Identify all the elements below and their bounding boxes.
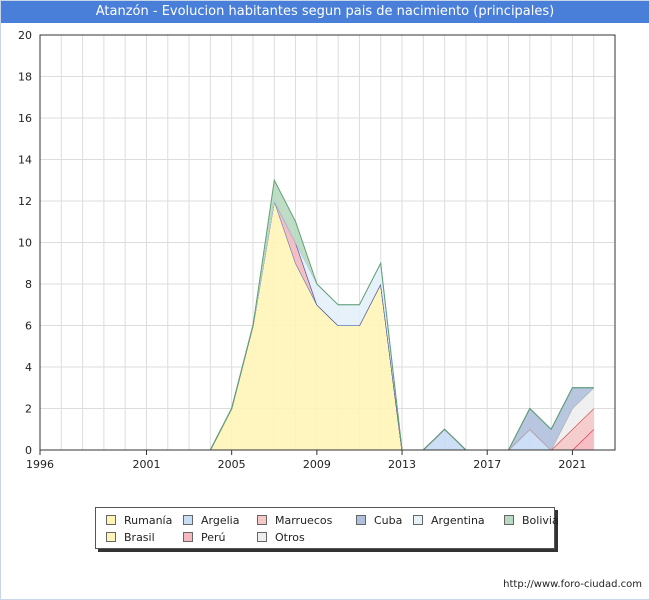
legend-label: Perú: [201, 531, 226, 544]
legend: Rumanía Argelia Marruecos Cuba Argentina Boli…: [95, 507, 559, 549]
legend-label: Bolivia: [522, 514, 559, 527]
y-tick-label: 2: [25, 403, 32, 416]
y-tick-label: 14: [18, 154, 32, 167]
legend-item: Argentina: [413, 514, 485, 527]
legend-swatch: [356, 515, 366, 525]
y-tick-label: 20: [18, 29, 32, 42]
x-tick-label: 1996: [26, 458, 54, 471]
plot-border: [39, 34, 616, 451]
legend-swatch: [413, 515, 423, 525]
legend-item: Cuba: [356, 514, 402, 527]
legend-item: Bolivia: [504, 514, 559, 527]
y-tick-label: 0: [25, 444, 32, 457]
legend-label: Argelia: [201, 514, 240, 527]
x-tick-label: 2001: [132, 458, 160, 471]
legend-item: Marruecos: [257, 514, 332, 527]
chart-title: Atanzón - Evolucion habitantes segun pai…: [1, 1, 649, 23]
x-tick-label: 2013: [388, 458, 416, 471]
x-axis: 1996 2001 2005 2009 2013 2017 2021: [26, 450, 586, 471]
area-cuba: [40, 201, 594, 450]
legend-swatch: [183, 515, 193, 525]
y-tick-label: 6: [25, 320, 32, 333]
x-tick-label: 2005: [218, 458, 246, 471]
source-link[interactable]: http://www.foro-ciudad.com: [503, 579, 642, 590]
legend-swatch: [504, 515, 514, 525]
legend-label: Marruecos: [275, 514, 333, 527]
legend-label: Cuba: [374, 514, 403, 527]
legend-label: Brasil: [124, 531, 155, 544]
y-tick-label: 4: [25, 361, 32, 374]
legend-item: Brasil: [106, 531, 155, 544]
legend-swatch: [257, 515, 267, 525]
legend-swatch: [257, 532, 267, 542]
area-brasil: [40, 201, 594, 450]
x-tick-label: 2009: [303, 458, 331, 471]
legend-item: Perú: [183, 531, 226, 544]
legend-item: Rumanía: [106, 514, 172, 527]
y-tick-label: 12: [18, 195, 32, 208]
legend-item: Otros: [257, 531, 305, 544]
legend-label: Argentina: [431, 514, 485, 527]
legend-swatch: [183, 532, 193, 542]
legend-item: Argelia: [183, 514, 239, 527]
x-tick-label: 2021: [558, 458, 586, 471]
y-tick-label: 16: [18, 112, 32, 125]
y-tick-label: 8: [25, 278, 32, 291]
y-axis: 0 2 4 6 8 10 12 14 16 18 20: [18, 29, 32, 457]
x-tick-label: 2017: [473, 458, 501, 471]
legend-label: Otros: [275, 531, 305, 544]
y-tick-label: 18: [18, 71, 32, 84]
legend-label: Rumanía: [124, 514, 173, 527]
y-tick-label: 10: [18, 237, 32, 250]
legend-swatch: [106, 515, 116, 525]
legend-swatch: [106, 532, 116, 542]
